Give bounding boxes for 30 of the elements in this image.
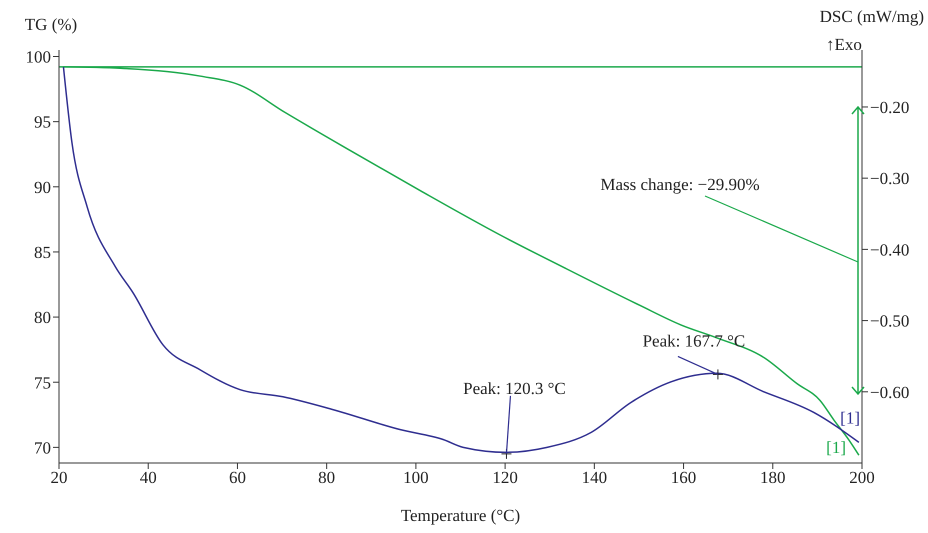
y-tick-label: 100 — [26, 48, 51, 67]
y2-tick-label: −0.40 — [870, 240, 910, 260]
y-tick-label: 80 — [34, 308, 51, 328]
x-axis-title: Temperature (°C) — [400, 506, 520, 525]
y2-tick-label: −0.20 — [870, 98, 910, 117]
y2-axis-title: DSC (mW/mg) — [820, 7, 924, 26]
x-tick-label: 40 — [140, 468, 157, 488]
x-tick-label: 20 — [50, 468, 68, 488]
x-tick-label: 140 — [582, 468, 608, 488]
y2-tick-label: −0.50 — [870, 312, 910, 331]
x-tick-label: 200 — [849, 468, 875, 488]
x-tick-label: 100 — [403, 468, 429, 488]
y-axis-title: TG (%) — [24, 15, 78, 34]
x-tick-label: 80 — [318, 468, 336, 488]
x-tick-label: 180 — [760, 468, 786, 488]
y-tick-label: 70 — [34, 438, 51, 458]
y-tick-label: 75 — [34, 373, 51, 392]
annotation: [1] — [840, 408, 860, 428]
annotation: ↑Exo — [826, 35, 862, 54]
y-tick-label: 85 — [34, 242, 51, 262]
x-tick-label: 160 — [670, 468, 696, 488]
y2-tick-label: −0.60 — [870, 382, 910, 402]
x-tick-label: 60 — [228, 468, 246, 488]
y2-tick-label: −0.30 — [870, 169, 910, 188]
annotation: [1] — [826, 438, 846, 458]
annotation: Peak: 120.3 °C — [463, 378, 566, 398]
y-tick-label: 95 — [34, 112, 51, 132]
x-tick-label: 120 — [492, 468, 518, 488]
y-tick-label: 90 — [34, 178, 51, 197]
annotation: Mass change: −29.90% — [600, 175, 760, 194]
